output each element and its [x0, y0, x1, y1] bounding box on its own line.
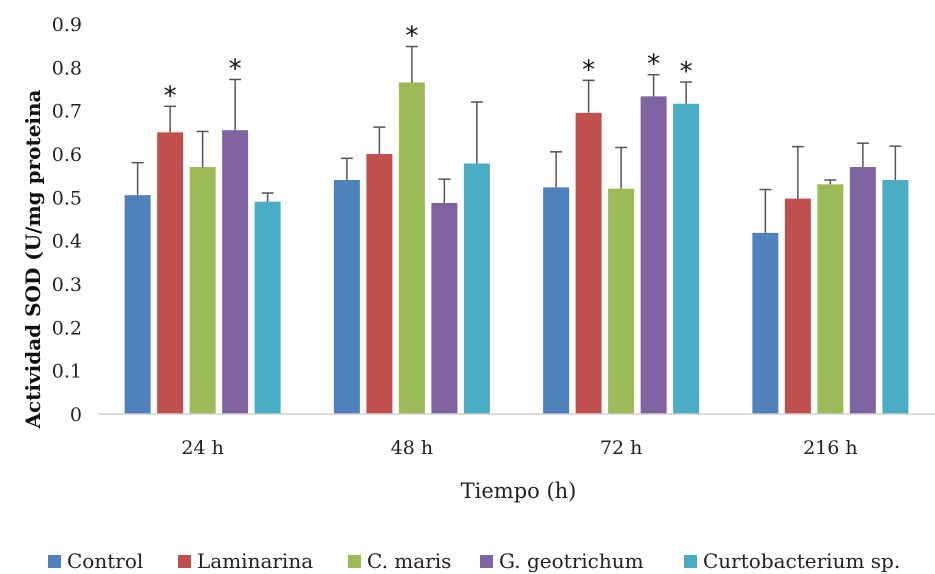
y-tick-label: 0.9	[52, 14, 82, 36]
y-tick-label: 0.5	[52, 187, 82, 209]
bar	[366, 154, 393, 414]
legend-label: Curtobacterium sp.	[703, 549, 900, 573]
bar	[608, 188, 635, 414]
bar	[157, 132, 184, 415]
bar	[882, 180, 909, 414]
legend-label: G. geotrichum	[499, 549, 644, 573]
bar	[543, 187, 570, 414]
significance-mark: *	[680, 57, 693, 87]
legend: Control Laminarina C. maris G. geotrichum Cu…	[48, 549, 900, 573]
bar	[784, 198, 811, 414]
bar	[222, 130, 249, 414]
bar	[431, 202, 458, 414]
legend-label: Control	[67, 549, 143, 573]
legend-swatch	[480, 555, 493, 568]
bar	[640, 96, 667, 414]
y-tick-label: 0.6	[52, 144, 82, 166]
legend-swatch	[48, 555, 61, 568]
x-tick-label: 72 h	[600, 437, 642, 459]
y-tick-label: 0.7	[52, 101, 82, 123]
significance-mark: *	[229, 54, 242, 84]
bar	[673, 103, 700, 414]
y-tick-label: 0.8	[52, 57, 82, 79]
bar	[398, 82, 425, 414]
significance-mark: *	[582, 55, 595, 85]
bar	[124, 195, 151, 414]
legend-swatch	[348, 555, 361, 568]
y-axis-title: Actividad SOD (U/mg proteina	[21, 89, 45, 429]
y-tick-label: 0.2	[52, 317, 82, 339]
significance-mark: *	[164, 81, 177, 111]
bar	[333, 180, 360, 414]
bar	[575, 112, 602, 414]
significance-mark: *	[647, 50, 660, 80]
legend-label: Laminarina	[197, 549, 313, 573]
bar	[817, 184, 844, 414]
bar	[463, 163, 490, 414]
x-tick-label: 216 h	[803, 437, 858, 459]
x-axis-title: Tiempo (h)	[461, 479, 577, 503]
significance-mark: *	[405, 22, 418, 52]
y-tick-labels: 0 0.1 0.2 0.3 0.4 0.5 0.6 0.7 0.8 0.9	[52, 14, 82, 426]
legend-label: C. maris	[367, 549, 451, 573]
bar	[254, 201, 281, 414]
legend-swatch	[178, 555, 191, 568]
y-tick-label: 0.1	[52, 361, 82, 383]
legend-swatch	[684, 555, 697, 568]
bar	[189, 167, 216, 414]
bars-layer: * * * * * *	[124, 22, 909, 415]
x-tick-label: 48 h	[391, 437, 433, 459]
bar	[849, 167, 876, 414]
y-tick-label: 0.3	[52, 274, 82, 296]
x-tick-label: 24 h	[181, 437, 223, 459]
bar	[752, 232, 779, 414]
y-tick-label: 0.4	[52, 231, 82, 253]
x-tick-labels: 24 h 48 h 72 h 216 h	[181, 437, 857, 459]
y-tick-label: 0	[70, 404, 82, 426]
